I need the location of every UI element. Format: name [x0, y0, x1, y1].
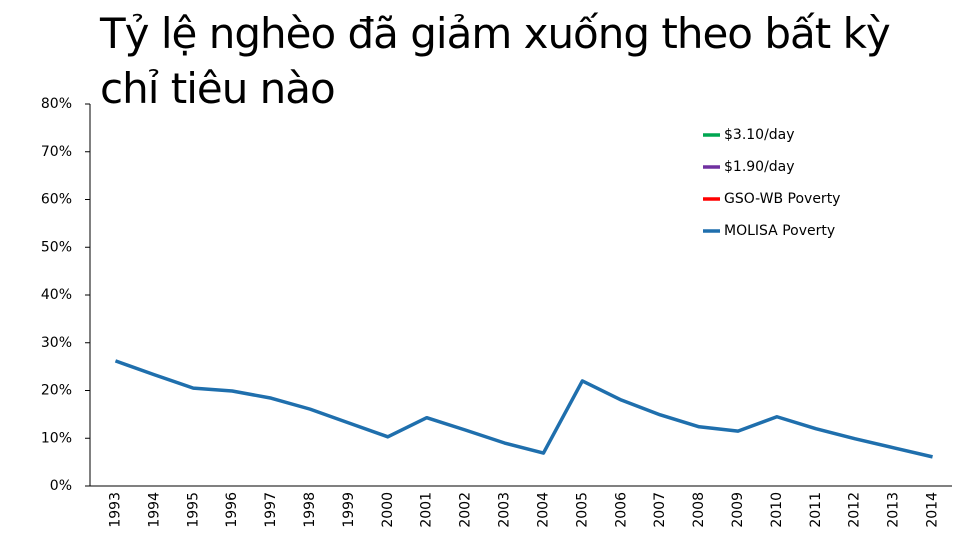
legend-label: MOLISA Poverty	[724, 223, 835, 239]
x-tick-label: 2011	[808, 492, 824, 528]
x-tick-label: 1994	[146, 492, 162, 528]
x-tick-label: 1999	[341, 492, 357, 528]
x-tick-label: 1998	[302, 492, 318, 528]
x-tick-label: 2009	[730, 492, 746, 528]
legend-label: $3.10/day	[724, 127, 795, 143]
x-tick-label: 2005	[574, 492, 590, 528]
y-tick-label: 40%	[41, 287, 72, 303]
x-tick-label: 2007	[652, 492, 668, 528]
y-tick-label: 50%	[41, 239, 72, 255]
series-line	[114, 359, 933, 459]
y-tick-label: 20%	[41, 383, 72, 399]
x-tick-label: 1995	[185, 492, 201, 528]
x-tick-label: 1997	[263, 492, 279, 528]
legend-label: GSO-WB Poverty	[724, 191, 840, 207]
x-tick-label: 2014	[925, 492, 941, 528]
x-tick-label: 2004	[535, 492, 551, 528]
y-tick-label: 70%	[41, 144, 72, 160]
x-tick-label: 2003	[497, 492, 513, 528]
chart-title: Tỷ lệ nghèo đã giảm xuống theo bất kỳ ch…	[100, 9, 891, 113]
y-tick-label: 0%	[50, 478, 72, 494]
x-tick-label: 2008	[691, 492, 707, 528]
x-tick-label: 1996	[224, 492, 240, 528]
x-tick-label: 2006	[613, 492, 629, 528]
y-tick-label: 30%	[41, 335, 72, 351]
x-tick-label: 2001	[419, 492, 435, 528]
y-tick-label: 80%	[41, 96, 72, 112]
y-tick-label: 10%	[41, 430, 72, 446]
x-tick-label: 2010	[769, 492, 785, 528]
y-tick-label: 60%	[41, 192, 72, 208]
x-tick-label: 2012	[847, 492, 863, 528]
legend-label: $1.90/day	[724, 159, 795, 175]
x-tick-label: 2002	[458, 492, 474, 528]
x-tick-label: 2000	[380, 492, 396, 528]
x-tick-label: 2013	[886, 492, 902, 528]
x-tick-label: 1993	[107, 492, 123, 528]
